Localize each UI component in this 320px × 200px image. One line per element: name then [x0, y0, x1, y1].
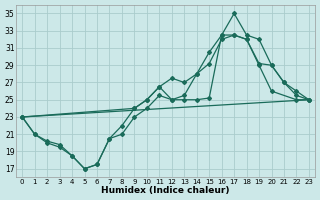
X-axis label: Humidex (Indice chaleur): Humidex (Indice chaleur)	[101, 186, 230, 195]
